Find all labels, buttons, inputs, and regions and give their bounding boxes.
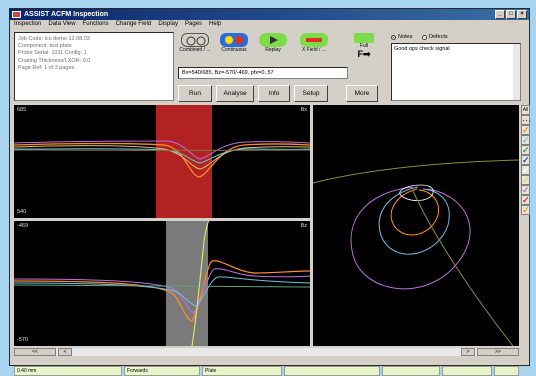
title-bar: ASSIST ACFM Inspection _ □ × (10, 9, 529, 20)
defects-radio[interactable]: Defects (422, 34, 448, 40)
notes-textbox[interactable]: Good ops check signal (391, 43, 521, 101)
setup-button[interactable]: Setup (294, 85, 328, 102)
scroll-right-fast-button[interactable]: >> (477, 348, 519, 356)
maximize-button[interactable]: □ (506, 10, 516, 19)
combined-icon (181, 33, 209, 47)
info-coating: Coating Thickness/LXOR: 0.0 (18, 58, 170, 65)
scroll-right-button[interactable]: > (461, 348, 475, 356)
channel-toggle-2[interactable]: ✓ (521, 125, 530, 135)
channel-rail: All ⋯ ✓ ✓ ✓ ✓ ✓ ✓ ✓ ✓ ✓ (521, 105, 530, 311)
info-component: Component: test plate (18, 43, 170, 50)
notes-text: Good ops check signal (394, 46, 450, 52)
menu-bar: Inspection Data View Functions Change Fi… (10, 20, 529, 29)
bz-trace-plot[interactable]: -469 -570 Bz (14, 221, 310, 346)
status-cell-4 (284, 366, 380, 376)
channel-toggle-4[interactable]: ✓ (521, 145, 530, 155)
status-probe-size: 0.40 mm (14, 366, 122, 376)
scroll-left-button[interactable]: < (58, 348, 72, 356)
minimize-button[interactable]: _ (495, 10, 505, 19)
menu-display[interactable]: Display (158, 20, 178, 29)
close-button[interactable]: × (517, 10, 527, 19)
menu-change-field[interactable]: Change Field (116, 20, 152, 29)
bx-trace-plot[interactable]: 685 540 Bx (14, 105, 310, 218)
info-probe: Probe Serial: 1011 Config: 1 (18, 50, 170, 57)
defects-radio-label: Defects (429, 34, 448, 40)
run-button[interactable]: Run (178, 85, 212, 102)
continuous-label: Continuous (217, 47, 251, 53)
scroll-left-fast-button[interactable]: << (14, 348, 56, 356)
menu-inspection[interactable]: Inspection (14, 20, 41, 29)
app-icon (12, 11, 21, 18)
menu-functions[interactable]: Functions (83, 20, 109, 29)
bz-max-label: -469 (17, 223, 28, 229)
butterfly-trace-olive (313, 160, 519, 183)
defects-radio-dot[interactable] (422, 35, 427, 40)
channel-toggle-9[interactable]: ✓ (521, 195, 530, 205)
butterfly-trace-cyan (379, 187, 449, 254)
xfield-icon (300, 33, 328, 47)
combined-mode-button[interactable]: Combined / ... (178, 33, 212, 59)
continuous-icon (220, 33, 248, 47)
horizontal-scrollbar[interactable]: << < > >> (14, 348, 519, 356)
channel-toggle-6[interactable]: ✓ (521, 165, 530, 175)
bz-min-label: -570 (17, 337, 28, 343)
channel-all-button[interactable]: All (521, 105, 530, 115)
status-bar: 0.40 mm Forwards Plate (14, 366, 519, 376)
bz-trace-purple (14, 269, 310, 313)
xfield-label: X Field / ... (297, 47, 331, 53)
continuous-mode-button[interactable]: Continuous (217, 33, 251, 59)
bx-channel-label: Bx (301, 107, 307, 113)
notes-radio[interactable]: Notes (391, 34, 412, 40)
combined-label: Combined / ... (178, 47, 212, 53)
bz-trace-orange (14, 261, 310, 321)
notes-radio-label: Notes (398, 34, 412, 40)
info-page-ref: Page Ref: 1 of 3 pages (18, 65, 170, 72)
status-cell-7 (494, 366, 519, 376)
bz-channel-label: Bz (301, 223, 307, 229)
channel-toggle-3[interactable]: ✓ (521, 135, 530, 145)
formula-field[interactable]: Bx=540/685, Bz=-570/-469, pfx=0..57 (178, 67, 348, 79)
butterfly-trace-purple (351, 187, 470, 289)
menu-data-view[interactable]: Data View (48, 20, 75, 29)
bz-trace-green (14, 285, 310, 287)
app-window: ASSIST ACFM Inspection _ □ × Inspection … (9, 8, 530, 366)
butterfly-plot[interactable] (313, 105, 519, 346)
more-button[interactable]: More (346, 85, 378, 102)
field-arrow-icon: F➡ (348, 49, 380, 60)
bx-min-label: 540 (17, 209, 26, 215)
channel-toggle-10[interactable]: ✓ (521, 205, 530, 215)
channel-toggle-8[interactable]: ✓ (521, 185, 530, 195)
status-cell-6 (442, 366, 492, 376)
replay-label: Replay (256, 47, 290, 53)
butterfly-trace-olive-tail (413, 191, 513, 346)
notes-scrollbar[interactable] (513, 44, 520, 100)
replay-mode-button[interactable]: Replay (256, 33, 290, 59)
channel-toggle-7[interactable]: ✓ (521, 175, 530, 185)
info-job-code: Job Code: lco demo 12.08.03 (18, 36, 170, 43)
bx-max-label: 685 (17, 107, 26, 113)
replay-icon (259, 33, 287, 47)
menu-help[interactable]: Help (209, 20, 221, 29)
xfield-mode-button[interactable]: X Field / ... (297, 33, 331, 59)
info-button[interactable]: Info (258, 85, 290, 102)
status-component-type: Plate (202, 366, 282, 376)
full-button[interactable]: Full F➡ (348, 33, 380, 59)
channel-toggle-1[interactable]: ⋯ (521, 115, 530, 125)
channel-toggle-5[interactable]: ✓ (521, 155, 530, 165)
analyse-button[interactable]: Analyse (216, 85, 254, 102)
status-cell-5 (382, 366, 440, 376)
notes-radio-dot[interactable] (391, 35, 396, 40)
bz-defect-highlight (166, 221, 208, 346)
battery-icon (354, 33, 374, 43)
window-title: ASSIST ACFM Inspection (24, 11, 108, 18)
menu-pages[interactable]: Pages (185, 20, 202, 29)
status-direction: Forwards (124, 366, 200, 376)
job-info-panel: Job Code: lco demo 12.08.03 Component: t… (14, 32, 174, 101)
